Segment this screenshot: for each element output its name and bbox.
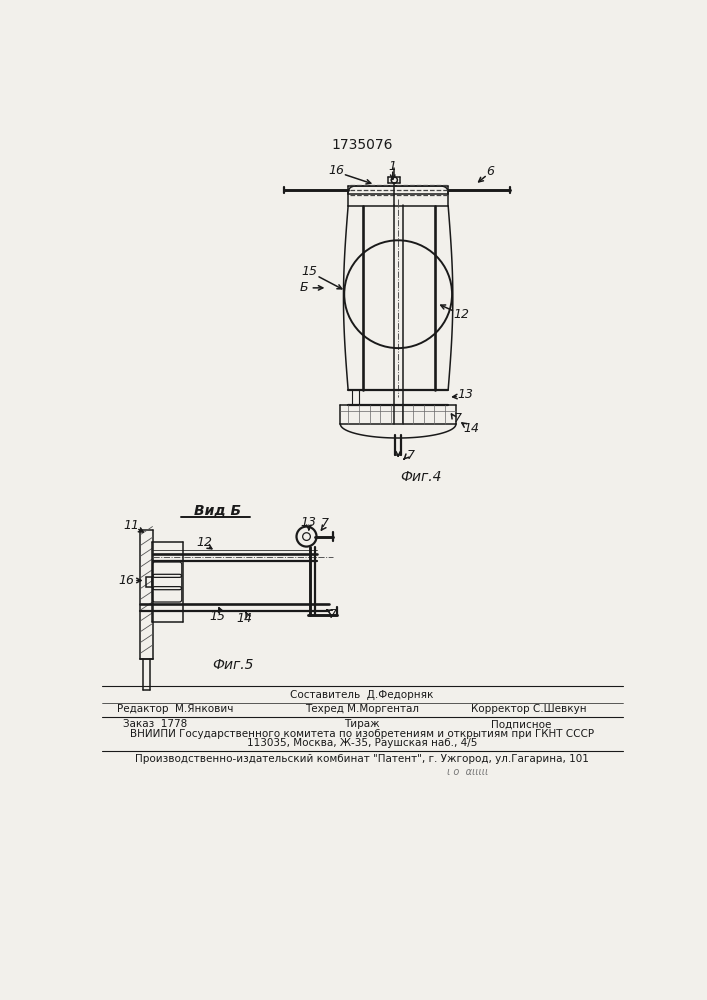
- Text: Вид Б: Вид Б: [194, 504, 241, 518]
- Text: Редактор  М.Янкович: Редактор М.Янкович: [117, 704, 233, 714]
- Text: 7: 7: [454, 412, 462, 425]
- Text: Фиг.4: Фиг.4: [400, 470, 442, 484]
- Text: 113035, Москва, Ж-35, Раушская наб., 4/5: 113035, Москва, Ж-35, Раушская наб., 4/5: [247, 738, 477, 748]
- Text: Б: Б: [300, 281, 308, 294]
- Text: 1735076: 1735076: [331, 138, 392, 152]
- Text: 12: 12: [196, 536, 212, 549]
- Text: 15: 15: [302, 265, 317, 278]
- Text: 15: 15: [209, 610, 226, 623]
- Bar: [146, 577, 152, 587]
- Text: 16: 16: [118, 574, 134, 587]
- Text: Составитель  Д.Федорняк: Составитель Д.Федорняк: [291, 690, 433, 700]
- Text: Фиг.5: Фиг.5: [212, 658, 253, 672]
- Text: Производственно-издательский комбинат "Патент", г. Ужгород, ул.Гагарина, 101: Производственно-издательский комбинат "П…: [135, 754, 589, 764]
- Text: 12: 12: [453, 308, 469, 321]
- Text: 1: 1: [389, 160, 397, 173]
- Text: Корректор С.Шевкун: Корректор С.Шевкун: [472, 704, 587, 714]
- Text: 14: 14: [463, 422, 479, 434]
- Text: 11: 11: [123, 519, 139, 532]
- Text: 14: 14: [236, 612, 252, 625]
- Text: 7: 7: [407, 449, 414, 462]
- Text: 13: 13: [457, 388, 473, 401]
- Text: 6: 6: [486, 165, 494, 178]
- Text: 7: 7: [329, 608, 337, 621]
- Text: 16: 16: [329, 164, 344, 177]
- Text: ВНИИПИ Государственного комитета по изобретениям и открытиям при ГКНТ СССР: ВНИИПИ Государственного комитета по изоб…: [130, 729, 594, 739]
- Text: Подписное: Подписное: [491, 719, 551, 729]
- Text: Техред М.Моргентал: Техред М.Моргентал: [305, 704, 419, 714]
- Text: 13: 13: [300, 516, 316, 529]
- Text: 7: 7: [321, 517, 329, 530]
- Text: ι ο  αιιιιι: ι ο αιιιιι: [447, 767, 488, 777]
- Text: Заказ  1778: Заказ 1778: [124, 719, 188, 729]
- Text: Тираж: Тираж: [344, 719, 380, 729]
